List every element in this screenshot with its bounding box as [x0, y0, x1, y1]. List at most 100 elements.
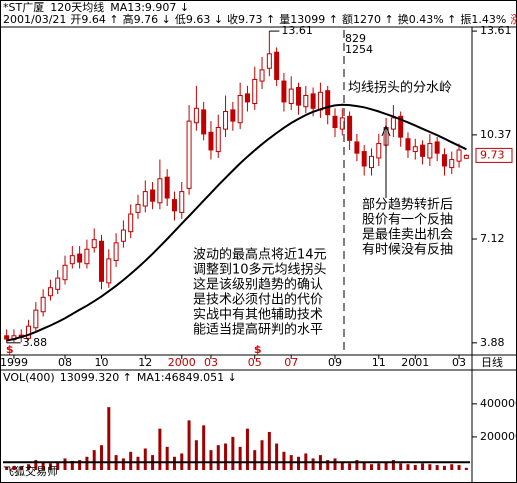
left-note: 波动的最高点将近14元	[193, 247, 327, 263]
signal-marker: $	[254, 343, 262, 356]
candle-body	[310, 93, 316, 109]
cursor-value: 1254	[345, 43, 373, 56]
candle-body	[347, 115, 353, 141]
volume-bar	[129, 451, 133, 470]
left-note: 是技术必须付出的代价	[193, 292, 323, 308]
candle-body	[434, 141, 440, 154]
header-item: 量13099 ↑	[279, 13, 338, 26]
candle-body	[296, 86, 302, 106]
left-note: 这是该级别趋势的确认	[193, 277, 323, 293]
candle-body	[26, 325, 32, 339]
volume-bar	[92, 450, 96, 470]
x-tick-label: 11	[372, 356, 386, 369]
volume-bar	[5, 466, 9, 470]
volume-bar	[238, 446, 242, 470]
candle-body	[244, 93, 250, 103]
header-item: 换0.43% ↑	[398, 12, 457, 26]
header-item: 收9.73 ↑	[227, 12, 275, 26]
candle-body	[230, 109, 236, 122]
x-tick-label: 03	[452, 356, 466, 369]
x-tick-label: 03	[204, 356, 218, 369]
x-tick-label: 2001	[401, 356, 429, 369]
volume-bar	[85, 456, 89, 470]
candle-body	[456, 149, 462, 162]
volume-value: 13099.320 ↑	[60, 371, 132, 384]
volume-bar	[464, 467, 468, 470]
volume-bar	[267, 431, 271, 470]
candle-body	[427, 143, 433, 159]
volume-bar	[63, 458, 67, 470]
volume-bar	[355, 460, 359, 470]
header-item: 120天均线	[50, 0, 104, 14]
candle-body	[99, 240, 105, 282]
candle-body	[332, 115, 338, 129]
footer: 飞狐交易师	[3, 464, 58, 478]
candle-body	[179, 191, 185, 213]
volume-bar	[245, 428, 249, 470]
volume-bar	[48, 463, 52, 470]
x-tick-label: 08	[58, 356, 72, 369]
right-note: 有时候没有反抽	[362, 243, 453, 258]
candle-body	[128, 213, 134, 233]
candle-body	[354, 141, 360, 154]
volume-bar	[413, 465, 417, 470]
right-note: 是最佳卖出机会	[362, 228, 453, 243]
y-tick-label: 13.61	[480, 24, 512, 37]
volume-bar	[297, 456, 301, 470]
header-item: 开9.64 ↑	[70, 13, 118, 26]
volume-ma-label: MA1:46849.051 ↓	[137, 371, 237, 384]
right-note: 股价有一个反抽	[362, 213, 453, 228]
candle-body	[193, 107, 199, 124]
volume-bar	[231, 436, 235, 470]
candle-body	[113, 242, 119, 261]
header-item: 2001/03/21	[3, 13, 66, 26]
x-tick-label: 2000	[168, 356, 196, 369]
candle-body	[223, 111, 229, 130]
candle-body	[157, 178, 163, 204]
volume-bar	[121, 458, 125, 470]
candle-body	[390, 117, 396, 130]
candle-body	[77, 253, 83, 263]
candle-body	[120, 229, 126, 242]
candle-body	[325, 90, 331, 116]
candle-body	[4, 335, 10, 340]
candle-body	[412, 146, 418, 153]
low-label: 3.88	[23, 336, 48, 349]
volume-bar	[19, 466, 23, 470]
volume-bar	[384, 461, 388, 470]
y-tick-label: 200000	[480, 430, 517, 443]
candle-body	[47, 287, 53, 297]
x-tick-label: 1999	[0, 356, 28, 369]
watershed-note: 均线拐头的分水岭	[348, 80, 452, 96]
volume-bar	[406, 464, 410, 470]
volume-bar	[348, 463, 352, 470]
candle-body	[274, 51, 280, 80]
volume-bar	[340, 461, 344, 470]
candle-body	[317, 91, 323, 111]
candle-body	[106, 258, 112, 284]
candle-body	[405, 138, 411, 151]
volume-bar	[78, 460, 82, 470]
volume-bar	[428, 464, 432, 470]
candle-body	[84, 248, 90, 265]
header-item: 涨	[510, 13, 517, 26]
volume-bar	[282, 451, 286, 470]
volume-bar	[12, 465, 16, 470]
y-tick-label: 7.12	[480, 232, 505, 245]
last-price-box	[475, 147, 513, 163]
header-item: MA13:9.907 ↓	[110, 1, 189, 14]
volume-bar	[172, 456, 176, 470]
candle-body	[164, 176, 170, 199]
volume-bar	[143, 448, 147, 470]
candle-body	[376, 143, 382, 159]
volume-bar	[209, 450, 213, 470]
volume-bar	[450, 464, 454, 470]
candle-body	[361, 151, 367, 167]
candle-body	[55, 277, 61, 290]
volume-bar	[326, 460, 330, 470]
candle-body	[215, 127, 221, 153]
volume-bar	[165, 446, 169, 470]
candle-body	[237, 94, 243, 124]
peak-label: 13.61	[281, 24, 313, 37]
x-tick-label: 07	[284, 356, 298, 369]
